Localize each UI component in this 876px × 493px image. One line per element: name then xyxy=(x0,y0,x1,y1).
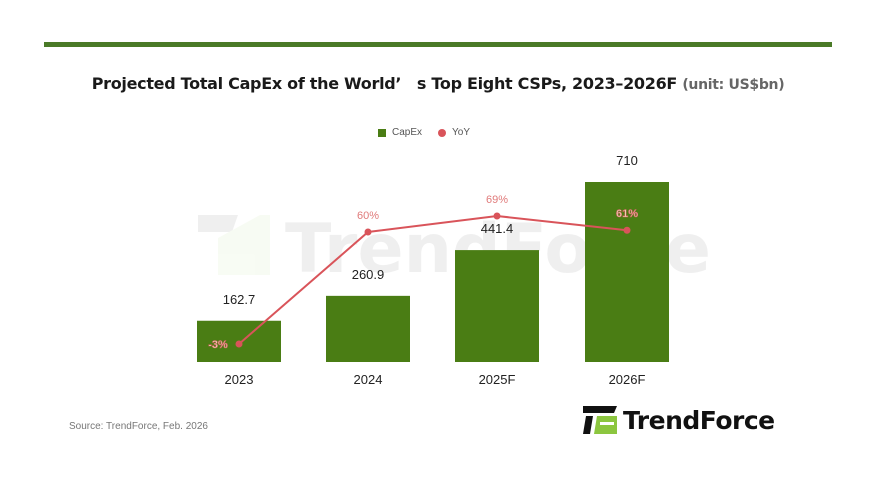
legend-yoy-label: YoY xyxy=(452,127,470,138)
yoy-point-2025F xyxy=(493,212,501,220)
watermark-logo-mark xyxy=(198,215,238,232)
yoy-point-2024 xyxy=(364,228,372,236)
bar-capex-2024 xyxy=(326,295,410,362)
x-tick-label: 2026F xyxy=(609,372,646,387)
yoy-value-label: 61% xyxy=(616,208,638,220)
x-tick-label: 2025F xyxy=(479,372,516,387)
legend-capex-swatch xyxy=(378,128,386,137)
legend-capex-label: CapEx xyxy=(392,127,423,138)
yoy-point-2023 xyxy=(235,340,243,348)
bar-value-label: 710 xyxy=(616,153,638,168)
source-note: Source: TrendForce, Feb. 2026 xyxy=(69,421,208,432)
bar-capex-2026F xyxy=(585,182,669,362)
yoy-value-label: 60% xyxy=(357,210,379,222)
legend-yoy-swatch xyxy=(438,128,447,137)
title-text: Projected Total CapEx of the World’ s To… xyxy=(91,74,678,93)
bar-capex-2025F xyxy=(455,250,539,362)
yoy-point-2026F xyxy=(623,226,631,234)
yoy-line xyxy=(238,214,628,345)
logo-text: TrendForce xyxy=(623,405,775,435)
logo-mark-icon xyxy=(583,406,617,434)
chart-title: Projected Total CapEx of the World’ s To… xyxy=(0,70,876,94)
bar-value-label: 162.7 xyxy=(223,292,256,307)
watermark-logo-mark-green xyxy=(218,215,270,275)
title-unit: (unit: US$bn) xyxy=(682,77,785,93)
bar-value-label: 441.4 xyxy=(481,221,514,236)
trendforce-logo: TrendForce xyxy=(583,404,775,436)
bar-value-label: 260.9 xyxy=(352,267,385,282)
x-tick-label: 2024 xyxy=(354,372,383,387)
yoy-value-label: -3% xyxy=(208,339,228,351)
legend: CapEx YoY xyxy=(378,127,470,138)
top-rule xyxy=(44,42,832,47)
yoy-value-label: 69% xyxy=(486,194,508,206)
x-tick-label: 2023 xyxy=(225,372,254,387)
